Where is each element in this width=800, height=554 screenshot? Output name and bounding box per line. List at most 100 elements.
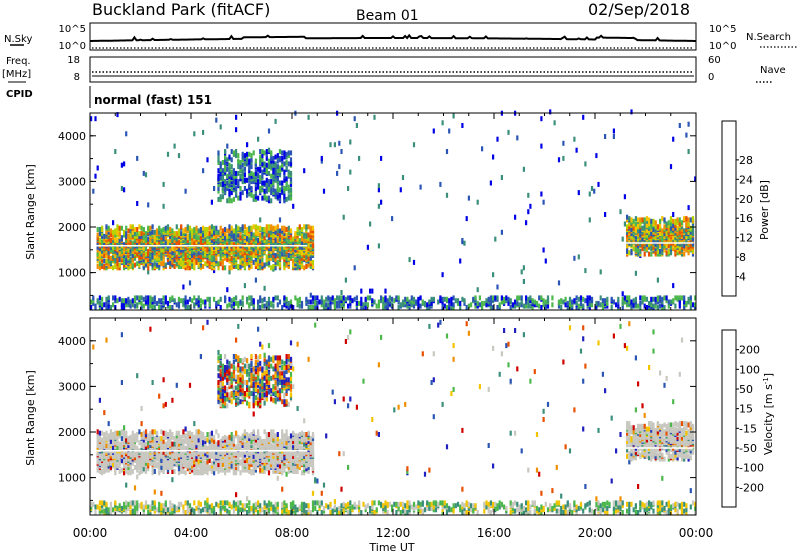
data-cell — [529, 303, 532, 309]
data-cell — [230, 169, 233, 175]
data-cell — [689, 246, 692, 252]
data-cell — [197, 298, 200, 304]
data-cell — [582, 296, 585, 302]
data-cell — [639, 232, 642, 238]
data-cell — [129, 504, 132, 510]
data-cell — [160, 503, 163, 509]
data-cell — [140, 445, 143, 451]
data-cell — [107, 244, 110, 250]
data-cell — [445, 305, 449, 310]
data-cell — [105, 337, 108, 343]
data-cell — [182, 438, 185, 444]
data-cell — [158, 265, 161, 271]
data-cell — [160, 305, 163, 310]
data-cell — [228, 269, 231, 275]
data-cell — [188, 228, 192, 234]
data-cell — [278, 244, 282, 250]
data-cell — [659, 251, 662, 257]
data-cell — [680, 251, 684, 257]
data-cell — [204, 464, 207, 470]
data-cell — [228, 296, 231, 302]
data-cell — [650, 224, 653, 230]
data-cell — [305, 233, 308, 239]
data-cell — [285, 296, 288, 302]
data-cell — [197, 250, 200, 256]
data-cell — [228, 177, 231, 183]
data-cell — [125, 257, 128, 263]
data-cell — [551, 295, 554, 301]
data-cell — [648, 244, 651, 250]
freq-unit-label: [MHz] — [2, 69, 31, 80]
data-cell — [188, 225, 192, 231]
data-cell — [195, 298, 198, 304]
data-cell — [665, 228, 668, 234]
data-cell — [151, 238, 154, 243]
data-cell — [107, 507, 110, 513]
data-cell — [103, 462, 106, 468]
data-cell — [281, 225, 284, 231]
data-cell — [674, 303, 677, 309]
data-cell — [259, 217, 262, 223]
data-cell — [340, 149, 343, 154]
data-cell — [320, 158, 323, 164]
data-cell — [606, 303, 609, 309]
data-cell — [461, 123, 464, 128]
data-cell — [144, 436, 148, 442]
data-cell — [540, 143, 543, 149]
data-cell — [257, 136, 260, 142]
data-cell — [107, 433, 110, 439]
data-cell — [191, 251, 194, 257]
data-cell — [311, 259, 315, 265]
data-cell — [667, 220, 670, 226]
data-cell — [94, 504, 97, 510]
data-cell — [213, 296, 216, 302]
data-cell — [243, 166, 246, 172]
data-cell — [252, 305, 255, 310]
data-cell — [637, 231, 640, 237]
data-cell — [494, 236, 497, 242]
data-cell — [549, 109, 552, 115]
data-cell — [147, 261, 150, 267]
data-cell — [270, 242, 273, 248]
data-cell — [195, 239, 198, 245]
data-cell — [300, 231, 304, 237]
data-cell — [204, 250, 207, 256]
data-cell — [208, 231, 211, 237]
data-cell — [243, 250, 246, 256]
data-cell — [461, 296, 464, 302]
data-cell — [259, 232, 262, 238]
data-cell — [261, 180, 264, 186]
data-cell — [527, 299, 530, 305]
data-cell — [267, 147, 271, 153]
data-cell — [336, 170, 339, 176]
data-cell — [669, 244, 673, 250]
data-cell — [182, 264, 185, 269]
data-cell — [105, 459, 108, 465]
data-cell — [114, 149, 117, 154]
data-cell — [652, 303, 655, 309]
data-cell — [254, 161, 257, 167]
data-cell — [184, 433, 187, 439]
data-cell — [254, 181, 257, 187]
data-cell — [221, 231, 224, 237]
data-cell — [303, 265, 306, 271]
data-cell — [276, 302, 279, 308]
data-cell — [215, 246, 218, 252]
data-cell — [158, 259, 161, 265]
data-cell — [263, 242, 266, 248]
data-cell — [489, 300, 492, 306]
data-cell — [351, 298, 354, 304]
data-cell — [630, 227, 633, 232]
data-cell — [380, 199, 383, 205]
data-cell — [680, 242, 684, 248]
data-cell — [685, 221, 688, 227]
data-cell — [661, 228, 664, 234]
data-cell — [149, 295, 152, 301]
data-cell — [509, 305, 512, 310]
data-cell — [496, 295, 499, 301]
data-cell — [131, 253, 134, 258]
data-cell — [228, 195, 231, 201]
data-cell — [149, 303, 152, 309]
data-cell — [628, 295, 631, 301]
data-cell — [105, 501, 108, 507]
